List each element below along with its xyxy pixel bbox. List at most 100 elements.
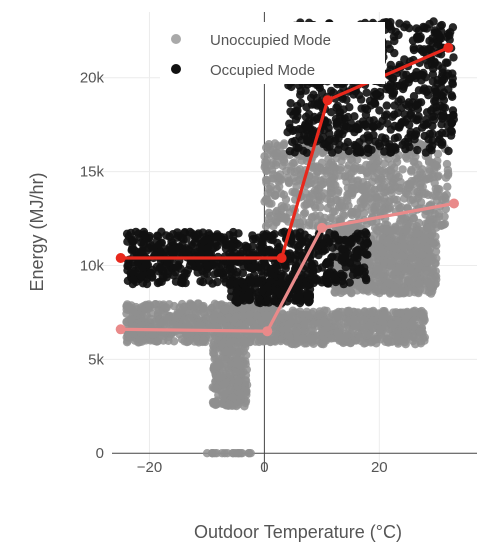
occupied-point xyxy=(385,140,394,149)
unoccupied-point xyxy=(344,172,353,181)
unoccupied-point xyxy=(378,248,387,257)
unoccupied-point xyxy=(419,173,429,182)
unoccupied-point xyxy=(333,309,342,319)
occupied-point xyxy=(266,276,275,285)
unoccupied-point xyxy=(210,449,219,458)
unoccupied-point xyxy=(311,171,320,181)
legend-item-occupied[interactable]: Occupied Mode xyxy=(171,62,315,79)
unoccupied-point xyxy=(223,449,232,458)
occupied-point xyxy=(422,108,432,117)
unoccupied-point xyxy=(144,300,153,309)
unoccupied-point xyxy=(123,300,132,309)
unoccupied-point xyxy=(419,314,429,323)
unoccupied-point xyxy=(339,152,348,161)
unoccupied-point xyxy=(274,173,284,182)
unoccupied-point xyxy=(225,400,234,409)
occupied-point xyxy=(401,144,410,154)
occupied-point xyxy=(334,236,343,245)
occupied-point xyxy=(248,248,258,258)
unoccupied-point xyxy=(263,189,273,198)
occupied-point xyxy=(425,144,434,153)
unoccupied-point xyxy=(409,236,419,245)
unoccupied-point xyxy=(273,212,283,221)
legend-marker-unoccupied xyxy=(171,34,181,44)
occupied-point xyxy=(425,45,434,54)
occupied-point xyxy=(266,268,275,277)
occupied-point xyxy=(437,20,446,30)
occupied-point xyxy=(374,139,383,148)
occupied-point xyxy=(331,275,340,284)
occupied-point xyxy=(411,101,421,111)
unoccupied-point xyxy=(125,330,134,339)
occupied-point xyxy=(360,248,369,257)
unoccupied-point xyxy=(399,235,408,245)
unoccupied-point xyxy=(263,195,272,204)
occupied-point xyxy=(287,82,296,92)
unoccupied-point xyxy=(375,328,384,337)
occupied-point xyxy=(393,133,402,142)
unoccupied-point xyxy=(407,165,416,175)
unoccupied-point xyxy=(385,202,395,212)
occupied-point xyxy=(142,234,151,243)
occupied-point xyxy=(441,58,451,67)
unoccupied-point xyxy=(272,158,281,167)
occupied-point xyxy=(141,260,151,269)
unoccupied-point xyxy=(346,154,355,164)
unoccupied-point xyxy=(443,182,452,191)
occupied-point xyxy=(352,260,362,269)
occupied-point xyxy=(448,78,457,88)
occupied-point xyxy=(375,87,385,97)
occupied-point xyxy=(171,268,180,277)
unoccupied-point xyxy=(372,264,381,274)
unoccupied-point xyxy=(238,312,247,321)
occupied-point xyxy=(122,229,132,238)
occupied-point xyxy=(249,271,259,280)
unoccupied-point xyxy=(401,314,410,323)
legend-item-unoccupied[interactable]: Unoccupied Mode xyxy=(171,32,331,49)
unoccupied-point xyxy=(333,188,342,198)
occupied-point xyxy=(244,290,253,299)
unoccupied-point xyxy=(234,338,243,347)
unoccupied-point xyxy=(358,184,367,194)
unoccupied-point xyxy=(327,334,336,343)
unoccupied-point xyxy=(282,166,291,176)
occupied-point xyxy=(292,293,301,303)
unoccupied-point xyxy=(219,380,228,390)
unoccupied-point xyxy=(152,320,161,329)
occupied-point xyxy=(195,243,205,252)
unoccupied-point xyxy=(225,385,234,395)
unoccupied-point xyxy=(431,162,440,171)
unoccupied-point xyxy=(209,346,218,355)
unoccupied-point xyxy=(363,171,372,181)
unoccupied-point xyxy=(322,306,331,316)
occupied-point xyxy=(412,24,421,33)
occupied-point xyxy=(434,30,443,39)
unoccupied-point xyxy=(337,203,347,213)
occupied-point xyxy=(138,279,148,288)
occupied-fit-point xyxy=(115,253,126,263)
occupied-point xyxy=(290,264,300,274)
occupied-point xyxy=(443,69,453,78)
unoccupied-point xyxy=(234,377,243,386)
unoccupied-point xyxy=(434,171,443,180)
unoccupied-point xyxy=(281,195,291,204)
occupied-point xyxy=(268,235,277,245)
unoccupied-point xyxy=(414,279,424,288)
occupied-point xyxy=(162,231,171,240)
unoccupied-point xyxy=(408,321,417,330)
unoccupied-point xyxy=(182,330,191,339)
unoccupied-point xyxy=(128,321,137,330)
unoccupied-point xyxy=(385,175,395,184)
occupied-point xyxy=(351,247,361,256)
unoccupied-point xyxy=(353,155,362,164)
unoccupied-point xyxy=(229,315,239,324)
occupied-point xyxy=(386,60,395,70)
occupied-point xyxy=(434,137,443,146)
unoccupied-point xyxy=(233,356,242,366)
unoccupied-point xyxy=(375,184,384,193)
occupied-point xyxy=(389,89,398,98)
unoccupied-point xyxy=(435,191,445,201)
occupied-point xyxy=(210,270,219,279)
occupied-point xyxy=(294,232,303,241)
unoccupied-point xyxy=(277,201,286,211)
